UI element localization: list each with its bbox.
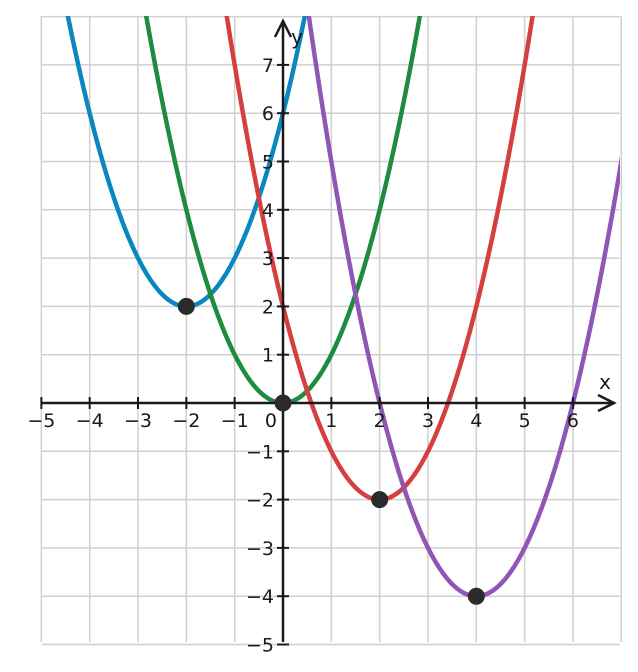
x-tick-label: −3 — [124, 410, 152, 432]
x-axis-arrow — [597, 393, 617, 413]
y-tick-label: 7 — [262, 55, 274, 77]
y-tick-label: −3 — [246, 538, 274, 560]
x-tick-label: 0 — [265, 410, 277, 432]
x-tick-label: 4 — [470, 410, 482, 432]
x-tick-label: 3 — [422, 410, 434, 432]
vertex-point — [467, 587, 485, 605]
y-tick-label: −4 — [246, 586, 274, 608]
curves-group — [65, 16, 620, 599]
x-tick-label: 5 — [519, 410, 531, 432]
axes — [42, 18, 617, 642]
vertex-point — [177, 297, 195, 315]
x-tick-label: 6 — [567, 410, 579, 432]
y-tick-label: 2 — [262, 296, 274, 318]
x-axis-label: x — [599, 370, 611, 394]
y-axis-arrow — [273, 18, 293, 38]
vertex-point — [274, 394, 292, 412]
x-tick-label: −4 — [76, 410, 104, 432]
y-tick-label: 6 — [262, 103, 274, 125]
y-tick-label: 5 — [262, 152, 274, 174]
x-tick-label: 1 — [325, 410, 337, 432]
y-tick-label: 1 — [262, 345, 274, 367]
vertex-point — [371, 491, 389, 509]
vertex-points — [177, 297, 485, 605]
y-axis-label: y — [291, 25, 303, 49]
y-tick-label: 3 — [262, 248, 274, 270]
y-tick-label: −1 — [246, 441, 274, 463]
parabola-curve-4 — [306, 16, 620, 599]
x-tick-label: −1 — [221, 410, 249, 432]
y-tick-label: −2 — [246, 490, 274, 512]
x-tick-label: −5 — [27, 410, 55, 432]
y-tick-label: −5 — [246, 635, 274, 657]
x-tick-label: 2 — [374, 410, 386, 432]
tick-labels: −5 −4 −3 −2 −1 0 1 2 3 4 5 6 −5 −4 −3 −2 −1 1 2 3 4 5 6 7 — [27, 55, 579, 657]
x-tick-label: −2 — [172, 410, 200, 432]
grid — [40, 15, 623, 646]
y-tick-label: 4 — [262, 200, 274, 222]
